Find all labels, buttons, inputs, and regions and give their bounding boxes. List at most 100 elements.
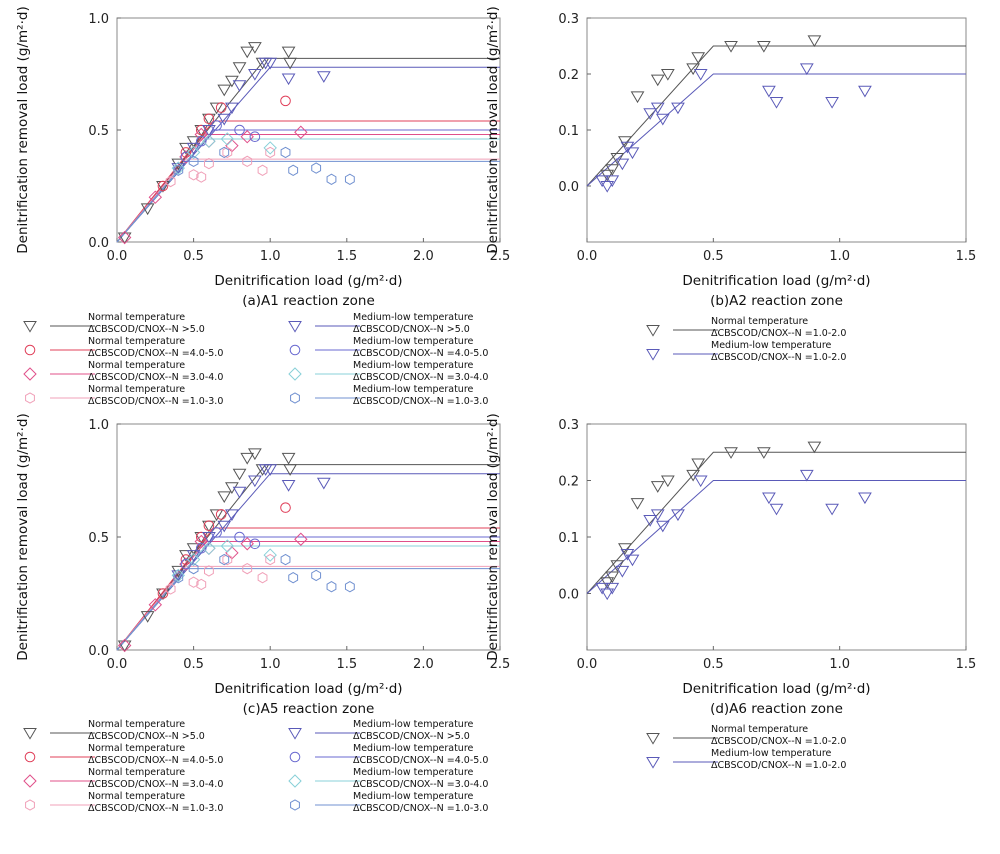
- data-point-series-1: [171, 158, 186, 171]
- data-point-series-1: [630, 91, 645, 104]
- y-tick-label: 0.3: [558, 12, 579, 27]
- data-point-series-2: [671, 102, 685, 115]
- data-point-series-5: [263, 464, 278, 476]
- x-tick-label: 2.5: [490, 657, 511, 672]
- data-point-series-2: [180, 554, 192, 565]
- x-tick-label: 1.0: [260, 657, 281, 672]
- legend-label: Normal temperature: [88, 312, 185, 323]
- data-point-series-5: [248, 475, 262, 488]
- data-point-series-8: [280, 553, 291, 566]
- legend-sublabel: ΔCBSCOD/CNOX--N =1.0-3.0: [353, 396, 488, 407]
- data-point-series-5: [263, 57, 278, 70]
- data-point-series-8: [344, 581, 355, 593]
- data-point-series-2: [280, 502, 291, 513]
- data-point-series-4: [204, 157, 214, 170]
- data-point-series-6: [249, 538, 261, 550]
- legend-sublabel: ΔCBSCOD/CNOX--N =1.0-2.0: [711, 760, 846, 771]
- data-point-series-1: [225, 75, 239, 88]
- data-point-series-1: [225, 482, 239, 494]
- legend-label: Medium-low temperature: [711, 748, 832, 759]
- data-point-series-4: [188, 576, 199, 588]
- data-point-series-6: [211, 120, 222, 131]
- data-point-series-8: [280, 146, 291, 159]
- legend-sublabel: ΔCBSCOD/CNOX--N =3.0-4.0: [88, 779, 223, 790]
- y-tick-label: 0.0: [558, 180, 579, 195]
- y-axis-label: Denitrification removal load (g/m²·d): [15, 413, 31, 660]
- data-point-series-1: [807, 35, 822, 48]
- data-point-series-7: [171, 568, 185, 583]
- legend-marker-icon: [24, 344, 36, 356]
- data-point-series-4: [257, 164, 268, 176]
- y-tick-label: 0.0: [558, 588, 579, 603]
- data-point-series-4: [265, 553, 276, 566]
- legend-label: Normal temperature: [88, 384, 185, 395]
- data-point-series-5: [281, 480, 296, 492]
- legend-sublabel: ΔCBSCOD/CNOX--N >5.0: [353, 324, 470, 335]
- legend-label: Medium-low temperature: [353, 791, 474, 802]
- data-point-series-4: [165, 175, 176, 188]
- data-point-series-2: [280, 95, 291, 107]
- legend-label: Medium-low temperature: [353, 312, 474, 323]
- series-line-3: [116, 133, 500, 243]
- series-line-7: [116, 138, 500, 243]
- data-point-series-2: [650, 509, 665, 522]
- data-point-series-2: [605, 175, 620, 188]
- data-point-series-8: [188, 562, 199, 575]
- data-point-series-2: [643, 515, 658, 527]
- data-point-series-8: [311, 569, 322, 582]
- data-point-series-3: [294, 125, 308, 139]
- legend-label: Normal temperature: [711, 316, 808, 327]
- chart-caption: (b)A2 reaction zone: [710, 293, 843, 309]
- y-tick-label: 0.3: [558, 418, 579, 433]
- data-point-series-1: [140, 611, 155, 623]
- y-tick-label: 0.1: [558, 124, 579, 139]
- data-point-series-1: [605, 571, 620, 584]
- series-line-2: [586, 73, 966, 187]
- series-line-1: [116, 57, 500, 243]
- legend-marker-icon: [646, 733, 660, 745]
- legend-sublabel: ΔCBSCOD/CNOX--N =1.0-2.0: [711, 352, 846, 363]
- legend-marker-icon: [646, 325, 660, 337]
- chart-caption: (d)A6 reaction zone: [710, 701, 843, 717]
- x-tick-label: 0.5: [183, 249, 204, 264]
- x-tick-label: 2.0: [413, 657, 434, 672]
- data-point-series-8: [288, 572, 299, 584]
- data-point-series-3: [148, 190, 163, 204]
- data-point-series-5: [217, 113, 232, 126]
- data-point-series-1: [691, 52, 706, 64]
- x-tick-label: 1.0: [829, 657, 850, 672]
- x-tick-label: 0.0: [107, 249, 128, 264]
- legend-marker-icon: [288, 321, 302, 333]
- data-point-series-2: [625, 147, 640, 160]
- data-point-series-2: [620, 548, 635, 561]
- legend-sublabel: ΔCBSCOD/CNOX--N =4.0-5.0: [353, 348, 488, 359]
- data-point-series-4: [196, 171, 207, 183]
- data-point-series-6: [234, 531, 245, 543]
- data-point-series-5: [171, 570, 186, 583]
- data-point-series-2: [157, 180, 169, 192]
- y-tick-label: 0.2: [558, 68, 579, 83]
- data-point-series-3: [194, 127, 208, 142]
- legend-sublabel: ΔCBSCOD/CNOX--N =3.0-4.0: [88, 372, 223, 383]
- chart-caption: (a)A1 reaction zone: [242, 293, 375, 309]
- data-point-series-4: [222, 146, 233, 159]
- legend-sublabel: ΔCBSCOD/CNOX--N =3.0-4.0: [353, 779, 488, 790]
- data-point-series-5: [316, 71, 331, 83]
- legend-sublabel: ΔCBSCOD/CNOX--N =1.0-2.0: [711, 328, 846, 339]
- series-line-6: [116, 536, 500, 651]
- data-point-series-7: [171, 161, 185, 175]
- data-point-series-3: [194, 534, 208, 549]
- data-point-series-1: [248, 448, 262, 461]
- legend-sublabel: ΔCBSCOD/CNOX--N =1.0-3.0: [88, 803, 223, 814]
- data-point-series-3: [240, 130, 254, 144]
- y-tick-label: 0.5: [88, 124, 109, 139]
